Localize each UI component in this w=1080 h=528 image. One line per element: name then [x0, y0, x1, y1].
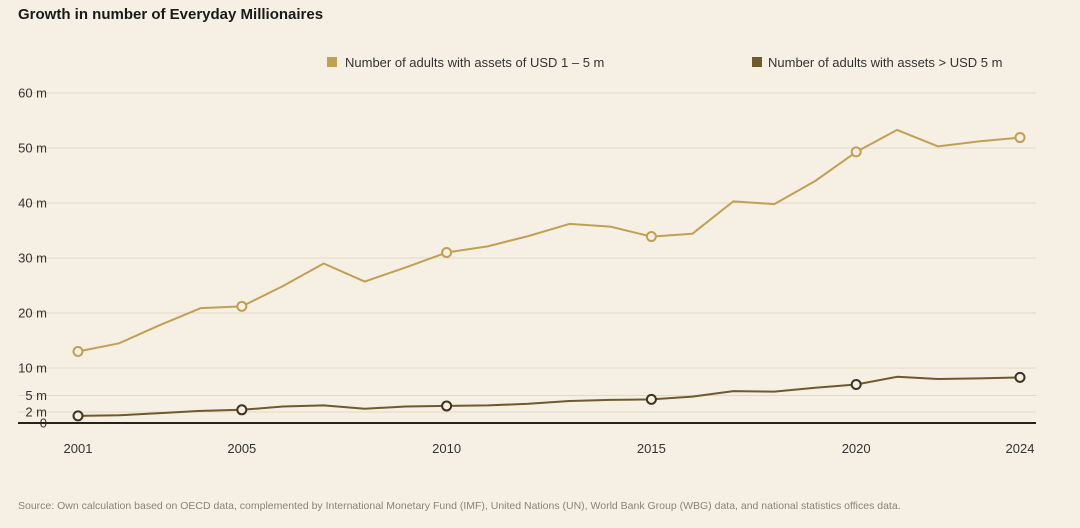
- source-note: Source: Own calculation based on OECD da…: [18, 500, 901, 512]
- y-tick-label: 20 m: [18, 306, 47, 321]
- y-axis-ticks: 02 m5 m10 m20 m30 m40 m50 m60 m: [18, 86, 47, 431]
- series-0-marker-2024: [1014, 132, 1026, 144]
- legend-label-1-5m: Number of adults with assets of USD 1 – …: [345, 55, 604, 70]
- series-1-marker-2020: [850, 379, 862, 390]
- series-0-marker-2020: [850, 146, 862, 158]
- series-0-marker-2001: [72, 346, 84, 357]
- series-1-marker-2024: [1014, 371, 1026, 383]
- series-markers: [72, 132, 1026, 422]
- x-tick-label: 2024: [1006, 441, 1035, 456]
- y-tick-label: 60 m: [18, 86, 47, 101]
- series-1-marker-2015: [645, 393, 657, 405]
- series-0-marker-2010: [441, 247, 453, 258]
- gridlines: [18, 92, 1036, 413]
- series-1-marker-2010: [441, 400, 453, 412]
- x-axis-ticks: 2001 2005 2010 2015 2020 2024: [64, 441, 1035, 456]
- legend-swatch-gt5m: [752, 57, 762, 67]
- x-tick-label: 2001: [64, 441, 93, 456]
- series-1-marker-2005: [236, 404, 248, 416]
- series-0-marker-2015: [645, 231, 657, 243]
- series-0-marker-2005: [236, 300, 248, 312]
- x-tick-label: 2005: [227, 441, 256, 456]
- series-line-0: [77, 128, 1021, 353]
- y-tick-label: 40 m: [18, 196, 47, 211]
- y-tick-label: 30 m: [18, 251, 47, 266]
- y-tick-label: 5 m: [25, 388, 47, 403]
- series-lines: [77, 128, 1021, 417]
- legend-label-gt5m: Number of adults with assets > USD 5 m: [768, 55, 1002, 70]
- legend-swatch-1-5m: [327, 57, 337, 67]
- series-line-1: [77, 375, 1021, 417]
- x-tick-label: 2010: [432, 441, 461, 456]
- chart-title: Growth in number of Everyday Millionaire…: [18, 6, 323, 23]
- y-tick-label: 50 m: [18, 141, 47, 156]
- x-tick-label: 2020: [842, 441, 871, 456]
- x-tick-label: 2015: [637, 441, 666, 456]
- series-1-marker-2001: [72, 410, 84, 422]
- y-tick-label: 2 m: [25, 405, 47, 420]
- y-tick-label: 10 m: [18, 361, 47, 376]
